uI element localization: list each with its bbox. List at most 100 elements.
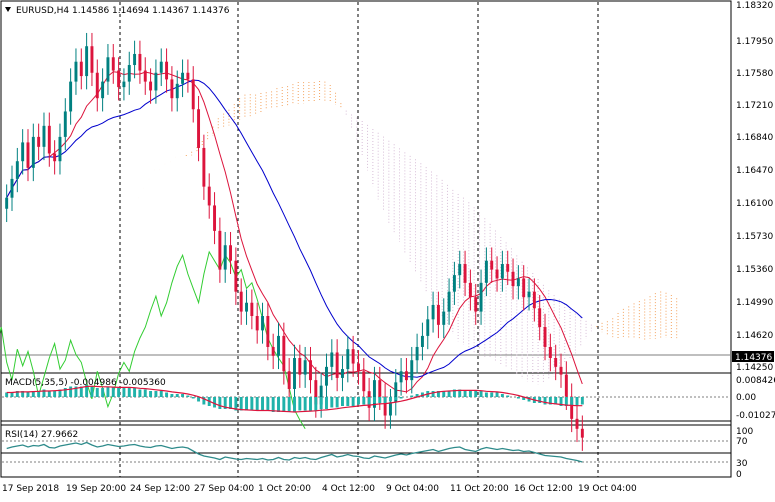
candle-body — [356, 363, 360, 372]
macd-bar — [127, 388, 131, 397]
macd-bar — [452, 389, 456, 397]
candle-body — [458, 264, 462, 276]
time-axis: 17 Sep 2018 19 Sep 20:00 24 Sep 12:00 27… — [2, 484, 637, 494]
macd-bar — [415, 394, 419, 397]
macd-bar — [250, 397, 254, 411]
candle-body — [442, 311, 446, 325]
candle-body — [58, 136, 62, 162]
candle-body — [106, 57, 110, 82]
macd-bar — [325, 397, 328, 409]
time-tick: 16 Oct 12:00 — [514, 484, 573, 494]
macd-bar — [463, 391, 467, 397]
candle-body — [420, 335, 424, 347]
candle-body — [277, 335, 280, 356]
macd-bar — [245, 397, 248, 411]
candle-body — [207, 186, 211, 206]
macd-bar — [234, 397, 238, 411]
triangle-down-icon[interactable] — [5, 7, 11, 12]
macd-bar — [538, 397, 542, 403]
macd-bar — [15, 391, 19, 397]
price-axis: 1.18320 1.17950 1.17580 1.17210 1.16840 … — [736, 1, 773, 373]
macd-label: MACD(5,35,5) -0.004986 -0.005360 — [5, 378, 166, 388]
candle-body — [239, 291, 243, 312]
candle-body — [175, 83, 179, 99]
macd-bar — [79, 386, 83, 397]
candle-body — [191, 79, 195, 110]
price-tick: 1.14620 — [736, 331, 773, 341]
macd-bar — [468, 391, 472, 397]
candle-body — [261, 316, 264, 331]
candle-body — [245, 302, 248, 312]
candle-body — [127, 65, 131, 82]
macd-panel-frame — [0, 372, 732, 422]
macd-bar — [154, 391, 158, 397]
candle-body — [516, 278, 520, 287]
candle-body — [95, 72, 99, 99]
kijun-line — [6, 79, 583, 378]
candle-body — [117, 70, 121, 88]
candle-body — [287, 371, 291, 389]
candle-body — [346, 349, 350, 370]
macd-bar — [484, 392, 488, 397]
macd-bar — [431, 391, 435, 397]
macd-bar — [266, 397, 270, 411]
candle-body — [133, 53, 137, 66]
macd-bar — [10, 392, 14, 397]
time-tick: 1 Oct 20:00 — [258, 484, 311, 494]
candle-body — [559, 366, 563, 375]
macd-bar — [309, 397, 312, 411]
candle-body — [309, 360, 312, 381]
macd-bar — [47, 391, 51, 397]
candle-body — [415, 346, 419, 361]
candle-body — [362, 371, 366, 392]
candle-body — [250, 302, 254, 317]
macd-bar — [388, 397, 392, 402]
candle-body — [570, 396, 574, 419]
macd-bar — [479, 391, 483, 397]
candle-body — [282, 335, 286, 372]
macd-bar — [394, 397, 398, 400]
candle-body — [330, 352, 334, 367]
candle-body — [506, 264, 510, 272]
macd-histogram — [5, 385, 584, 413]
macd-bar — [506, 395, 510, 397]
candle-body — [202, 147, 206, 187]
candle-body — [293, 358, 296, 389]
macd-bar — [101, 388, 105, 397]
macd-bar — [527, 397, 531, 402]
candle-body — [159, 61, 163, 73]
macd-bar — [447, 391, 451, 397]
macd-bar — [106, 386, 110, 397]
macd-bar — [26, 392, 30, 397]
candle-body — [543, 327, 547, 347]
rsi-tick: 100 — [736, 427, 753, 437]
macd-bar — [548, 397, 552, 405]
macd-bar — [63, 388, 67, 397]
candle-body — [197, 109, 201, 148]
candle-body — [479, 282, 483, 312]
macd-bar — [271, 397, 275, 412]
candle-body — [378, 380, 382, 397]
macd-bar — [522, 397, 526, 400]
candle-body — [341, 369, 344, 378]
price-tick: 1.17580 — [736, 69, 773, 79]
macd-bar — [229, 397, 233, 409]
macd-bar — [223, 397, 227, 409]
rsi-tick: 30 — [736, 459, 748, 469]
candle-body — [181, 72, 185, 84]
macd-bar — [37, 391, 41, 397]
candle-body — [26, 142, 30, 168]
candle-body — [42, 125, 46, 147]
macd-bar — [5, 392, 9, 397]
candle-body — [234, 260, 238, 292]
macd-bar — [474, 391, 478, 397]
candle-body — [431, 304, 435, 320]
candle-body — [186, 72, 190, 80]
macd-bar — [575, 397, 579, 406]
macd-bar — [319, 397, 323, 409]
macd-bar — [170, 394, 174, 397]
candle-body — [436, 304, 440, 325]
macd-bar — [293, 397, 296, 412]
macd-bar — [564, 397, 568, 406]
macd-bar — [367, 397, 371, 405]
